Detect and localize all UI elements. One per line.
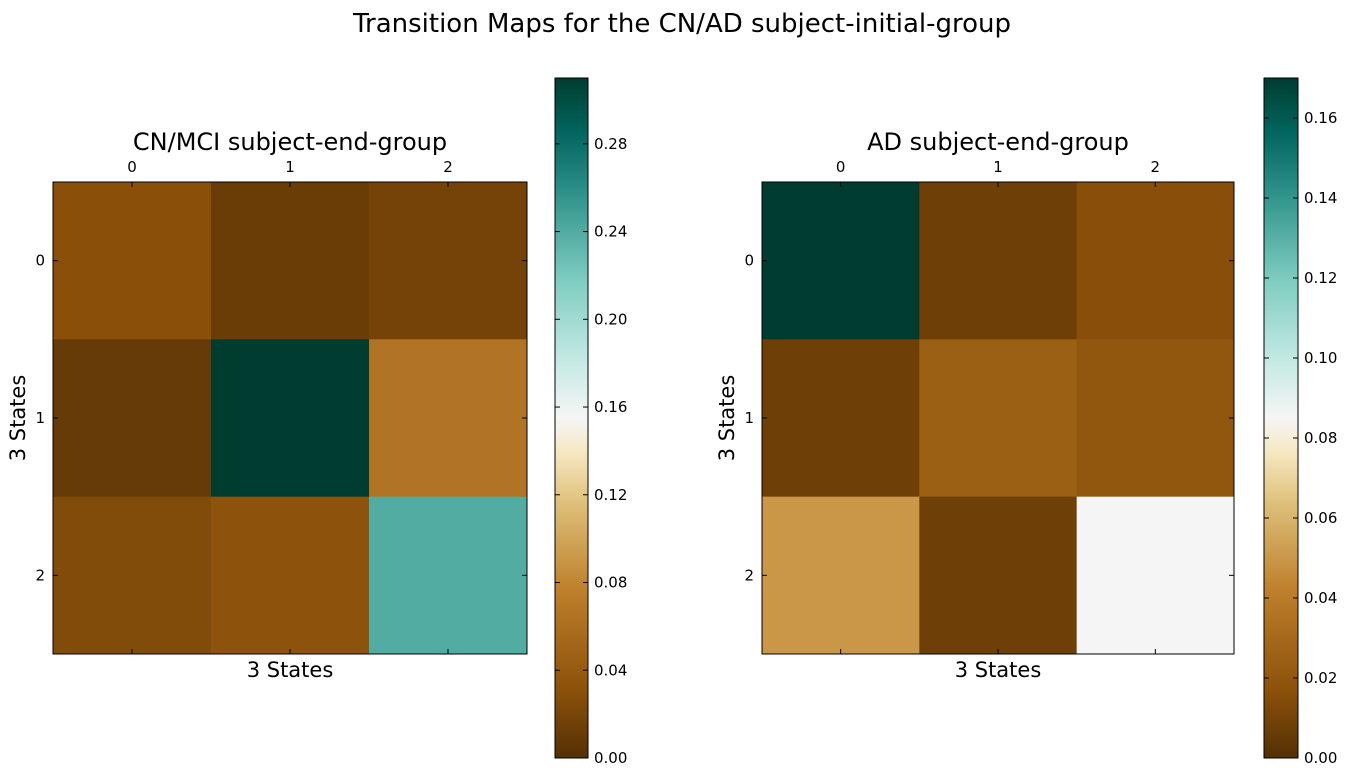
colorbar-tick-label: 0.04 xyxy=(1304,589,1337,607)
colorbar-gradient xyxy=(1263,77,1299,759)
colorbar-2: 0.00 0.02 0.04 0.06 0.08 0.10 0.12 0.14 0.16 xyxy=(1263,77,1337,767)
heatmap-cell-2-2 xyxy=(1076,496,1235,655)
y-tick-label: 2 xyxy=(35,566,45,584)
heatmap-cell-1-1 xyxy=(211,339,370,498)
heatmap-cell-2-1 xyxy=(919,496,1078,655)
colorbar-tick-label: 0.24 xyxy=(594,223,627,241)
y-axis-label: 3 States xyxy=(6,375,30,462)
x-tick-label: 1 xyxy=(285,158,295,176)
x-axis-label: 3 States xyxy=(247,658,334,682)
colorbar-tick-label: 0.06 xyxy=(1304,509,1337,527)
x-tick-label: 2 xyxy=(443,158,453,176)
colorbar-tick-label: 0.16 xyxy=(594,398,627,416)
x-tick-label: 0 xyxy=(836,158,846,176)
heatmap-cell-1-2 xyxy=(369,339,528,498)
heatmap-cell-1-0 xyxy=(53,339,212,498)
heatmap-cell-0-1 xyxy=(211,182,370,340)
colorbar-tick-label: 0.00 xyxy=(594,749,627,767)
colorbar-tick-label: 0.20 xyxy=(594,310,627,328)
heatmap-cell-2-2 xyxy=(369,496,528,655)
y-axis-label: 3 States xyxy=(715,375,739,462)
y-tick-label: 0 xyxy=(35,252,45,270)
colorbar-tick-label: 0.00 xyxy=(1304,749,1337,767)
heatmap-cell-0-1 xyxy=(919,182,1078,340)
colorbar-tick-label: 0.04 xyxy=(594,661,627,679)
heatmap-cell-2-1 xyxy=(211,496,370,655)
heatmap-panel-2: AD subject-end-group 0 1 2 0 1 2 3 States 3 Stat… xyxy=(715,77,1337,767)
colorbar-1: 0.00 0.04 0.08 0.12 0.16 0.20 0.24 0.28 xyxy=(554,77,627,767)
panel-title: AD subject-end-group xyxy=(867,128,1129,156)
x-tick-label: 0 xyxy=(127,158,137,176)
y-tick-label: 1 xyxy=(35,409,45,427)
figure-title: Transition Maps for the CN/AD subject-in… xyxy=(352,9,1011,39)
y-tick-label: 0 xyxy=(744,252,754,270)
heatmap-panel-1: CN/MCI subject-end-group 0 1 2 0 1 2 3 States 3 … xyxy=(6,77,627,767)
colorbar-tick-label: 0.12 xyxy=(594,486,627,504)
panel-title: CN/MCI subject-end-group xyxy=(133,128,447,156)
x-tick-label: 2 xyxy=(1151,158,1161,176)
heatmap-cell-2-0 xyxy=(762,496,920,655)
y-tick-label: 2 xyxy=(744,566,754,584)
colorbar-tick-label: 0.16 xyxy=(1304,109,1337,127)
heatmap-cell-0-2 xyxy=(1076,182,1235,340)
colorbar-tick-label: 0.12 xyxy=(1304,269,1337,287)
colorbar-tick-label: 0.28 xyxy=(594,135,627,153)
colorbar-tick-label: 0.14 xyxy=(1304,189,1337,207)
heatmap-cell-0-2 xyxy=(369,182,528,340)
colorbar-tick-label: 0.08 xyxy=(1304,429,1337,447)
heatmap-cell-1-0 xyxy=(762,339,920,498)
y-tick-label: 1 xyxy=(744,409,754,427)
heatmap-cell-2-0 xyxy=(53,496,212,655)
heatmap-cell-0-0 xyxy=(53,182,212,340)
colorbar-tick-label: 0.02 xyxy=(1304,669,1337,687)
heatmap-cell-1-1 xyxy=(919,339,1078,498)
colorbar-gradient xyxy=(554,77,589,759)
x-tick-label: 1 xyxy=(993,158,1003,176)
heatmap-cell-0-0 xyxy=(762,182,920,340)
colorbar-tick-label: 0.10 xyxy=(1304,349,1337,367)
colorbar-tick-label: 0.08 xyxy=(594,574,627,592)
x-axis-label: 3 States xyxy=(955,658,1042,682)
heatmap-cell-1-2 xyxy=(1076,339,1235,498)
